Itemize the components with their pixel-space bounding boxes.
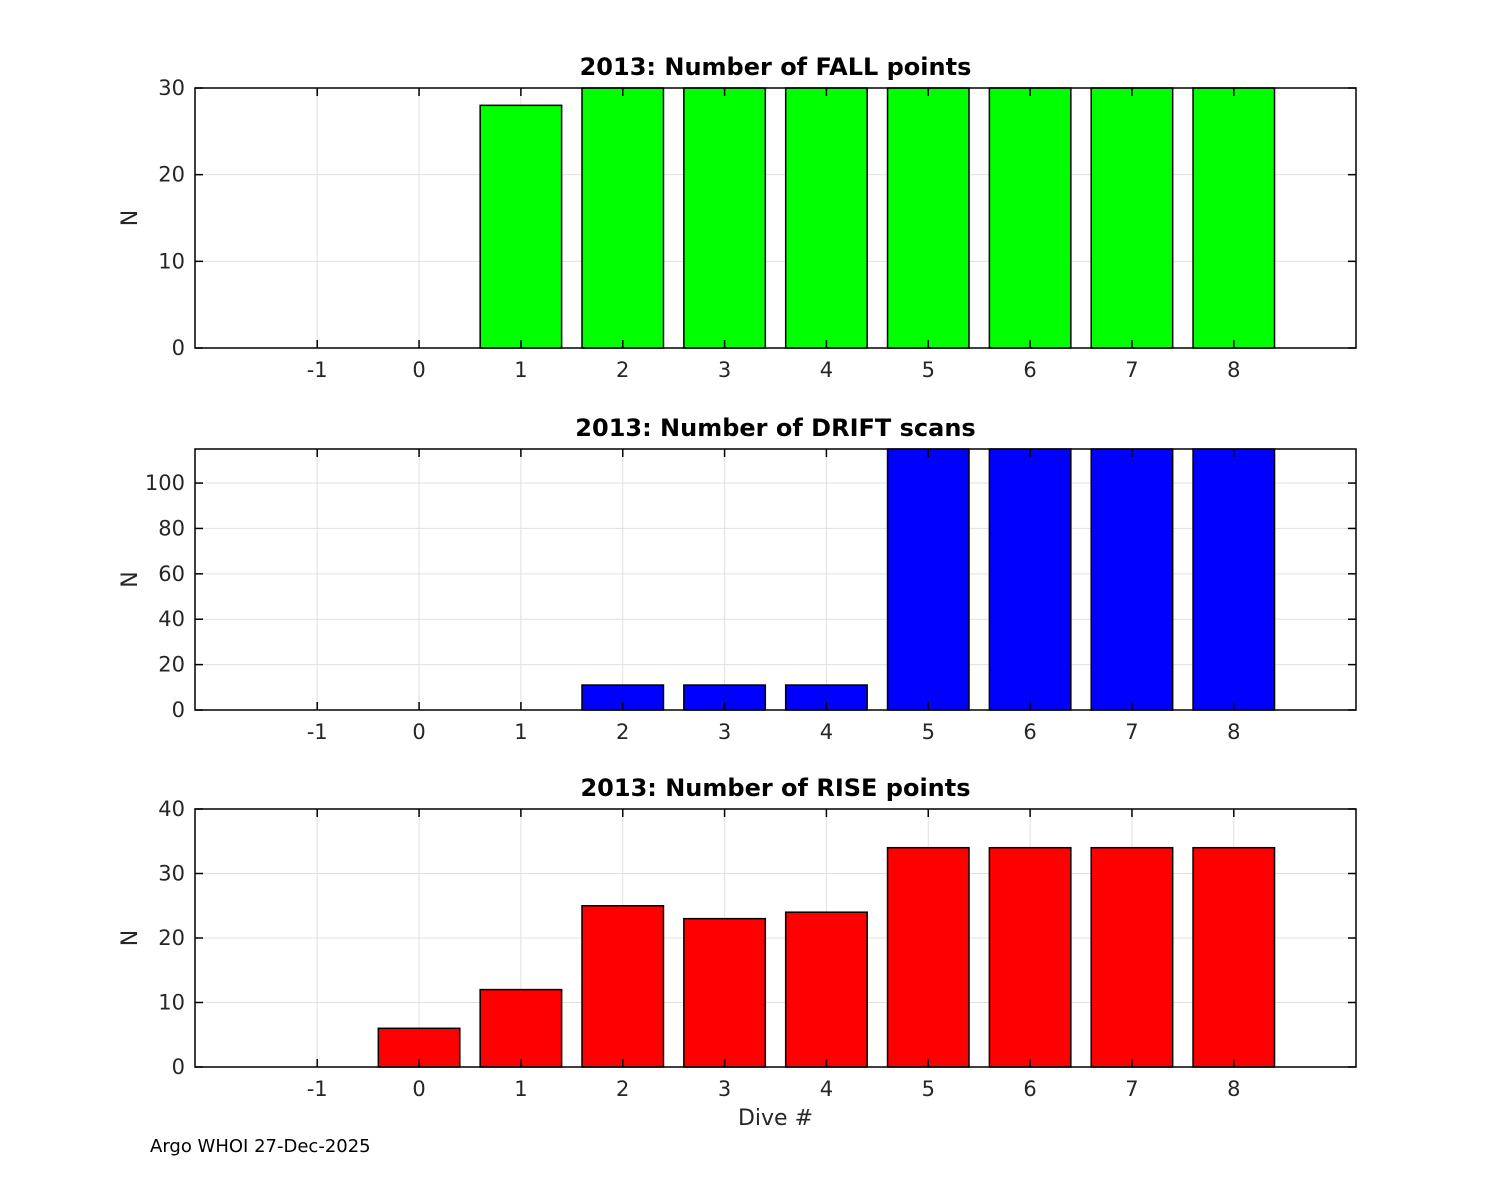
x-tick-label: 3 [718, 1077, 731, 1101]
bar [1090, 87, 1174, 349]
chart-title: 2013: Number of FALL points [580, 53, 972, 81]
subplot-1: -1 0 1 2 3 4 5 6 7 8 0 10 20 30 2013: Number of FALL p… [118, 53, 1357, 382]
x-tick-label: 5 [922, 1077, 935, 1101]
y-tick-label: 0 [172, 1055, 185, 1079]
x-tick-label: 7 [1125, 358, 1138, 382]
axis-frame [194, 87, 1357, 349]
x-tick-label: 5 [922, 358, 935, 382]
x-tick-label: 0 [412, 358, 425, 382]
y-tick-label: 0 [172, 698, 185, 722]
bar [479, 988, 563, 1068]
x-tick-label: 5 [922, 720, 935, 744]
x-tick-label: 4 [820, 358, 833, 382]
bar [784, 87, 868, 349]
y-tick-label: 30 [158, 76, 185, 100]
y-tick-label: 40 [158, 797, 185, 821]
axis-frame [194, 448, 1357, 711]
y-tick-label: 20 [158, 163, 185, 187]
x-tick-label: 6 [1023, 720, 1036, 744]
x-axis-label: Dive # [738, 1106, 813, 1131]
y-axis-label: N [118, 210, 143, 226]
bar [1192, 846, 1276, 1068]
figure-footer-text: Argo WHOI 27-Dec-2025 [150, 1136, 371, 1157]
x-tick-label: -1 [307, 358, 328, 382]
bar [886, 846, 970, 1068]
y-tick-label: 20 [158, 653, 185, 677]
y-tick-label: 10 [158, 249, 185, 273]
x-tick-label: 4 [820, 720, 833, 744]
x-tick-label: 7 [1125, 1077, 1138, 1101]
x-tick-label: 6 [1023, 358, 1036, 382]
x-tick-label: 1 [514, 720, 527, 744]
bar [683, 917, 767, 1068]
bar [1192, 87, 1276, 349]
bar [581, 87, 665, 349]
x-tick-label: -1 [307, 720, 328, 744]
x-tick-label: 7 [1125, 720, 1138, 744]
bar [886, 87, 970, 349]
x-tick-label: 1 [514, 1077, 527, 1101]
bar [1090, 846, 1174, 1068]
x-tick-label: 6 [1023, 1077, 1036, 1101]
chart-title: 2013: Number of DRIFT scans [575, 414, 975, 442]
bar [784, 911, 868, 1068]
y-tick-label: 80 [158, 516, 185, 540]
x-tick-label: 1 [514, 358, 527, 382]
x-tick-label: 8 [1227, 720, 1240, 744]
x-tick-label: 3 [718, 358, 731, 382]
bar [988, 87, 1072, 349]
bar [683, 87, 767, 349]
x-tick-label: 8 [1227, 1077, 1240, 1101]
y-tick-label: 60 [158, 562, 185, 586]
x-tick-label: 0 [412, 1077, 425, 1101]
subplot-3: -1 0 1 2 3 4 5 6 7 8 0 10 20 30 40 2013: Number of RISE… [118, 774, 1357, 1131]
bar [1090, 448, 1174, 711]
bar [886, 448, 970, 711]
bar [988, 846, 1072, 1068]
y-tick-label: 100 [145, 471, 185, 495]
y-tick-label: 30 [158, 862, 185, 886]
bar [988, 448, 1072, 711]
bar [581, 905, 665, 1068]
x-tick-label: 3 [718, 720, 731, 744]
y-tick-label: 10 [158, 991, 185, 1015]
chart-title: 2013: Number of RISE points [580, 774, 970, 802]
y-tick-label: 20 [158, 926, 185, 950]
y-axis-label: N [118, 930, 143, 946]
x-tick-label: 2 [616, 358, 629, 382]
x-tick-label: 0 [412, 720, 425, 744]
y-tick-label: 0 [172, 336, 185, 360]
bar [1192, 448, 1276, 711]
y-axis-label: N [118, 571, 143, 587]
x-tick-label: 4 [820, 1077, 833, 1101]
x-tick-label: -1 [307, 1077, 328, 1101]
x-tick-label: 2 [616, 720, 629, 744]
x-tick-label: 8 [1227, 358, 1240, 382]
y-tick-label: 40 [158, 607, 185, 631]
bar [479, 104, 563, 349]
x-tick-label: 2 [616, 1077, 629, 1101]
